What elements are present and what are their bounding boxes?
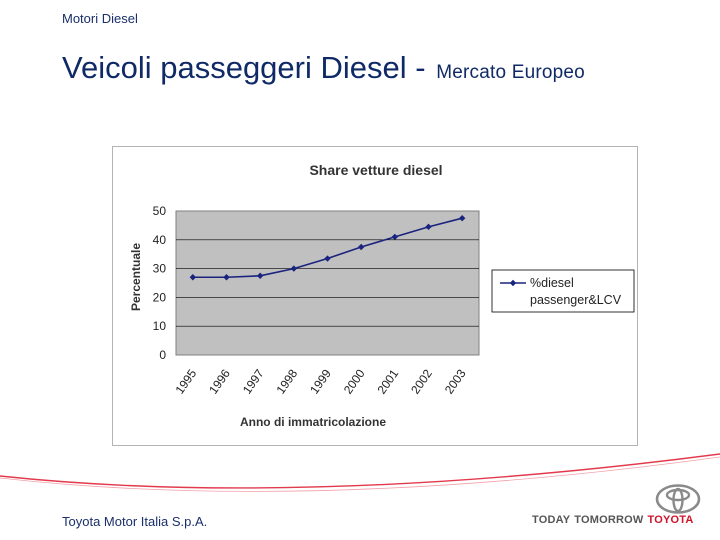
legend-marker [509,279,517,287]
tagline: TODAY TOMORROW TOYOTA [532,514,694,526]
x-tick-label: 1999 [307,366,334,396]
data-point [324,255,331,262]
x-axis-label: Anno di immatricolazione [240,415,386,429]
y-tick-label: 0 [159,348,166,362]
x-tick-label: 1995 [173,366,200,396]
data-point [189,274,197,281]
tagline-today: TODAY [532,514,571,526]
data-point [425,223,432,231]
decorative-red-swoosh [0,453,720,492]
data-point [458,215,466,222]
chart-frame: Share vetture diesel Percentuale Anno di… [112,146,638,446]
data-point [223,274,230,281]
line-chart: Share vetture diesel Percentuale Anno di… [129,162,635,429]
x-tick-label: 2000 [341,366,368,396]
slide-title: Veicoli passeggeri Diesel - Mercato Euro… [62,50,585,86]
toyota-logo-icon [655,484,701,514]
y-tick-label: 50 [153,204,167,218]
data-point [391,233,399,241]
y-tick-label: 30 [153,262,167,276]
y-tick-label: 40 [153,233,167,247]
data-point [290,265,298,272]
chart-title: Share vetture diesel [309,162,442,178]
x-tick-label: 2001 [375,366,402,396]
plot-area [175,210,480,356]
legend-label: %diesel [530,276,574,290]
legend-label: passenger&LCV [530,293,622,307]
legend-box [491,269,635,313]
tagline-brand: TOYOTA [647,514,694,526]
x-tick-label: 1996 [206,366,233,396]
slide-title-main: Veicoli passeggeri Diesel - [62,50,435,85]
data-point [256,272,264,279]
tagline-tomorrow: TOMORROW [574,514,644,526]
y-tick-label: 10 [153,319,167,333]
section-label: Motori Diesel [62,11,138,26]
slide-title-sub: Mercato Europeo [436,62,585,83]
data-point [357,243,365,251]
x-tick-label: 2002 [408,366,435,396]
x-tick-label: 1998 [274,366,301,396]
y-tick-label: 20 [153,290,167,304]
x-tick-label: 1997 [240,366,267,396]
footer-company: Toyota Motor Italia S.p.A. [62,514,208,529]
x-tick-label: 2003 [442,366,469,396]
y-axis-label: Percentuale [129,243,143,311]
